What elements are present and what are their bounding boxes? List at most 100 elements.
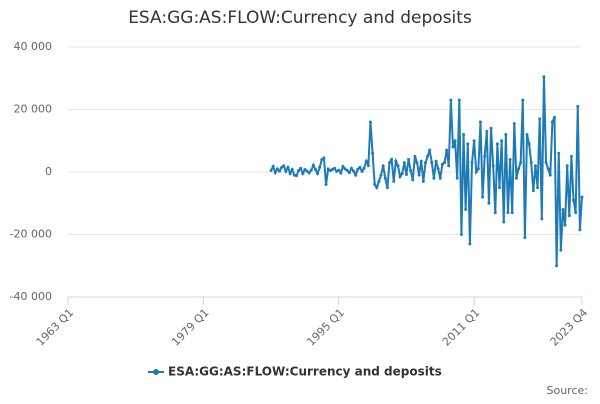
point [343,167,347,171]
point [349,166,353,170]
point [565,164,569,168]
point [322,156,326,160]
point [472,139,476,143]
point [358,165,362,169]
point [271,164,275,168]
point [478,120,482,124]
point [493,211,497,215]
point [352,169,356,173]
point [333,166,337,170]
point [491,164,495,168]
point [275,167,279,171]
source: Source: [547,384,589,397]
point [447,164,451,168]
point [371,151,375,155]
point [421,179,425,183]
point [400,172,404,176]
point [324,183,328,186]
point [409,168,413,172]
point [531,189,535,193]
point [506,211,510,215]
point [278,169,282,173]
point [514,176,518,180]
point [483,154,487,158]
point [381,164,385,168]
point [559,248,563,252]
point [379,173,383,177]
point [510,211,514,215]
point [504,133,508,136]
x-tick-label: 2011 Q1 [440,306,483,349]
point [303,168,307,171]
y-tick-label: -40 000 [10,290,52,303]
point [557,151,561,155]
point [474,170,478,174]
point [485,129,489,133]
y-tick-label: 40 000 [14,40,53,53]
point [396,164,400,168]
y-tick-label: 0 [45,165,52,178]
point [311,163,315,167]
point [305,169,309,173]
point [299,166,303,170]
point [316,172,320,176]
point [517,167,521,171]
x-tick-label: 1979 Q1 [169,306,212,349]
point [413,154,417,158]
point [527,142,531,146]
point [347,171,351,175]
point [540,217,544,221]
legend-marker [153,369,159,375]
point [284,169,288,173]
point [320,158,324,161]
point [415,161,419,165]
point [398,175,402,179]
point [438,176,442,180]
chart-title: ESA:GG:AS:FLOW:Currency and deposits [128,8,472,28]
point [301,172,305,176]
point [404,173,408,176]
point [294,174,298,178]
point [345,168,349,172]
point [468,242,472,246]
x-tick-label: 1995 Q1 [304,306,347,349]
point [436,167,440,171]
point [354,173,358,177]
point [402,161,406,165]
point [449,98,453,102]
point [542,75,546,79]
point [464,208,468,211]
y-tick-label: 20 000 [14,103,53,116]
point [419,159,423,163]
point [459,233,463,236]
point [440,162,444,166]
point [502,220,506,224]
point [451,145,455,149]
point [288,172,292,176]
point [341,164,345,168]
x-tick-label: 1963 Q1 [34,306,77,349]
point [508,158,512,161]
point [563,223,567,227]
point [326,167,330,171]
point [445,148,449,152]
point [578,228,582,232]
point [385,186,389,190]
point [495,142,499,146]
point [356,167,360,171]
y-tick-label: -20 000 [10,228,52,241]
point [362,166,366,170]
point [417,173,421,177]
point [280,165,284,169]
point [383,176,387,180]
point [366,164,370,168]
point [466,142,470,146]
point [521,98,525,102]
point [364,159,368,163]
point [538,117,542,121]
legend-label: ESA:GG:AS:FLOW:Currency and deposits [168,365,442,379]
point [533,164,537,168]
point [580,195,584,199]
point [360,169,364,173]
